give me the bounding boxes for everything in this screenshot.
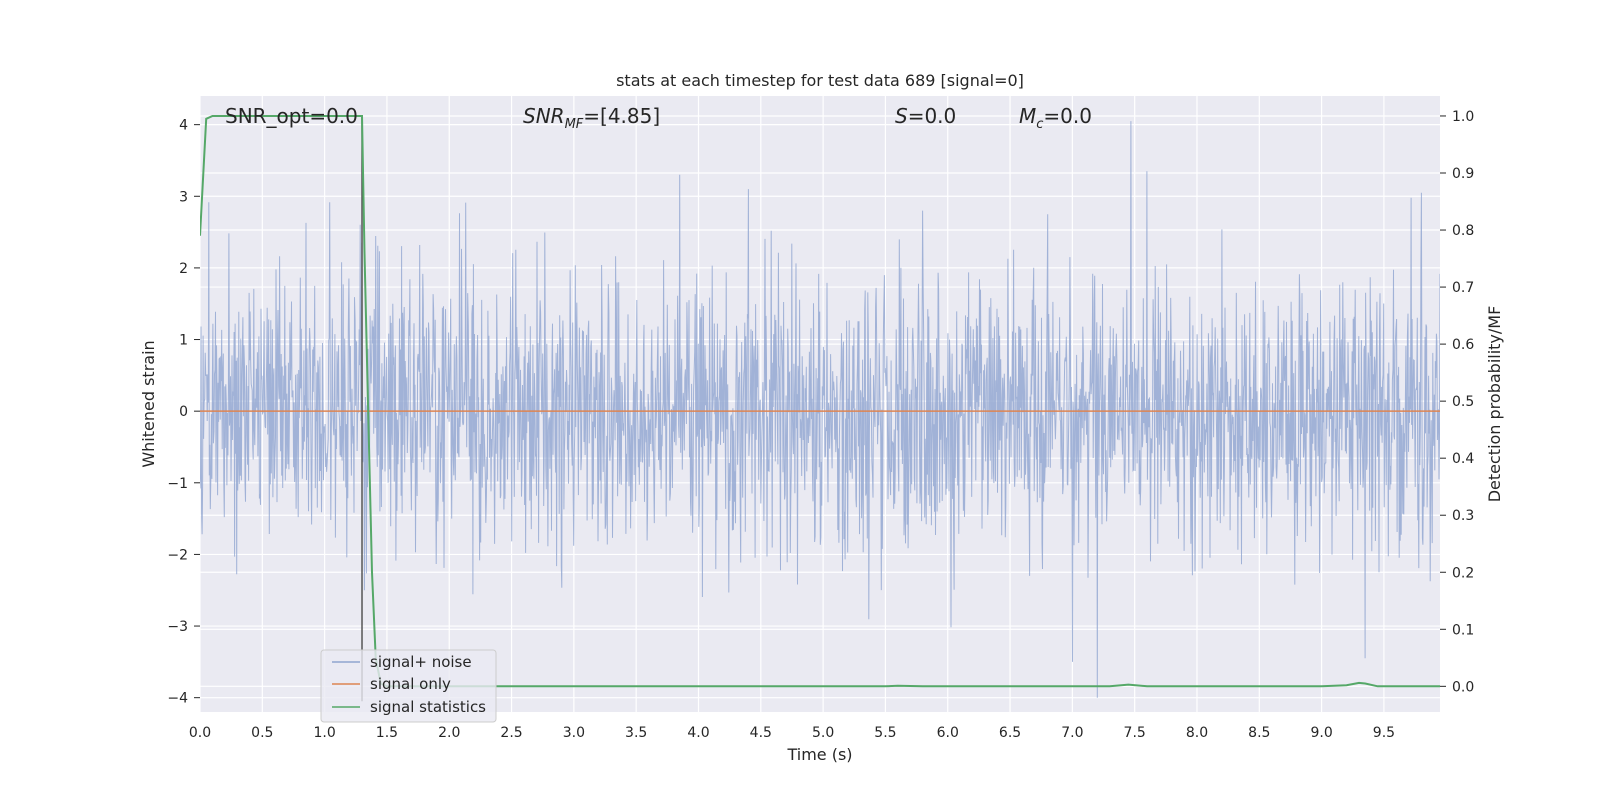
y-tick-label-right: 0.5 — [1452, 394, 1474, 410]
x-tick-label: 4.0 — [687, 725, 709, 741]
series-signal-statistics — [200, 115, 1440, 688]
annotation-mc-value: =0.0 — [1043, 104, 1092, 128]
y-tick-label-left: −2 — [167, 547, 188, 563]
y-tick-label-right: 0.1 — [1452, 622, 1474, 638]
y-tick-label-right: 0.2 — [1452, 565, 1474, 581]
x-tick-label: 5.0 — [812, 725, 834, 741]
y-tick-label-right: 0.3 — [1452, 508, 1474, 524]
x-tick-label: 1.5 — [376, 725, 398, 741]
x-tick-label: 1.0 — [313, 725, 335, 741]
y-tick-label-right: 0.8 — [1452, 223, 1474, 239]
x-tick-label: 3.5 — [625, 725, 647, 741]
y-axis-label-right: Detection probability/MF — [1485, 306, 1504, 503]
annotation-mc-name: M — [1019, 104, 1036, 128]
legend-box — [320, 649, 497, 723]
legend: signal+ noise signal only signal statist… — [320, 649, 497, 723]
y-tick-label-right: 0.4 — [1452, 451, 1474, 467]
x-tick-label: 8.5 — [1248, 725, 1270, 741]
x-tick-label: 7.5 — [1124, 725, 1146, 741]
y-tick-label-left: −4 — [167, 691, 188, 707]
annotation-s: S=0.0 — [895, 104, 956, 128]
x-tick-label: 0.5 — [251, 725, 273, 741]
y-axis-label-left: Whitened strain — [139, 340, 158, 467]
annotation-mc: Mc=0.0 — [1019, 104, 1092, 132]
series-signal-noise — [200, 121, 1440, 698]
x-tick-label: 9.0 — [1310, 725, 1332, 741]
y-tick-label-right: 0.7 — [1452, 280, 1474, 296]
annotation-mc-sub: c — [1036, 117, 1043, 132]
legend-label-signal-only: signal only — [370, 675, 451, 693]
y-tick-label-left: 0 — [179, 404, 188, 420]
legend-label-signal-noise: signal+ noise — [370, 653, 472, 671]
x-tick-label: 6.5 — [999, 725, 1021, 741]
y-tick-label-left: 3 — [179, 189, 188, 205]
x-tick-label: 2.5 — [500, 725, 522, 741]
annotation-s-value: =0.0 — [908, 104, 957, 128]
annotation-snr-opt: SNR_opt=0.0 — [225, 104, 358, 128]
x-tick-label: 2.0 — [438, 725, 460, 741]
y-tick-label-left: 4 — [179, 118, 188, 134]
x-tick-label: 6.0 — [937, 725, 959, 741]
x-tick-label: 5.5 — [874, 725, 896, 741]
x-tick-label: 0.0 — [189, 725, 211, 741]
y-tick-label-right: 1.0 — [1452, 109, 1474, 125]
y-tick-label-left: 2 — [179, 261, 188, 277]
annotation-snr-mf-sub: MF — [565, 117, 584, 132]
annotation-s-name: S — [895, 104, 908, 128]
x-axis-label: Time (s) — [786, 745, 852, 764]
y-tick-label-right: 0.6 — [1452, 337, 1474, 353]
annotation-snr-mf-value: =[4.85] — [583, 104, 660, 128]
y-tick-label-left: 1 — [179, 333, 188, 349]
legend-label-signal-statistics: signal statistics — [370, 698, 486, 716]
x-tick-label: 8.0 — [1186, 725, 1208, 741]
annotation-snr-mf: SNRMF=[4.85] — [523, 104, 660, 132]
y-tick-label-left: −3 — [167, 619, 188, 635]
x-tick-label: 7.0 — [1061, 725, 1083, 741]
y-tick-label-right: 0.0 — [1452, 679, 1474, 695]
chart-title: stats at each timestep for test data 689… — [616, 71, 1024, 90]
y-tick-label-right: 0.9 — [1452, 166, 1474, 182]
tick-labels: 0.0 0.5 1.0 1.5 2.0 2.5 3.0 3.5 4.0 4.5 5.0 5.5 6.0 6… — [167, 109, 1474, 741]
x-tick-label: 4.5 — [750, 725, 772, 741]
y-tick-label-left: −1 — [167, 476, 188, 492]
annotation-snr-mf-name: SNR — [523, 104, 565, 128]
plot-marks — [200, 115, 1440, 702]
x-tick-label: 9.5 — [1373, 725, 1395, 741]
x-tick-label: 3.0 — [563, 725, 585, 741]
